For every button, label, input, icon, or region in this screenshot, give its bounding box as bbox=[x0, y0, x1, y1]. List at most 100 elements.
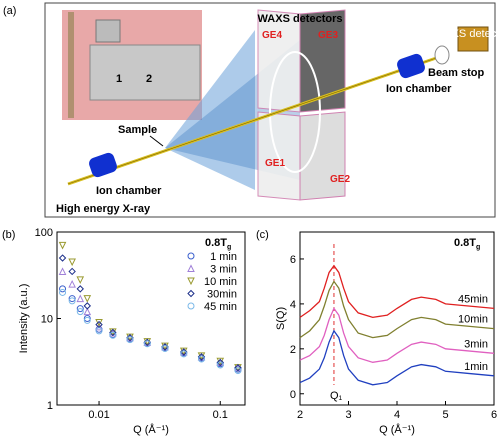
point bbox=[95, 327, 103, 335]
beam-stop-label: Beam stop bbox=[428, 67, 485, 79]
point bbox=[187, 264, 195, 272]
line bbox=[299, 307, 495, 363]
point bbox=[180, 348, 188, 356]
ion-chamber bbox=[89, 152, 117, 178]
point bbox=[68, 279, 76, 288]
point bbox=[83, 307, 92, 316]
waxs-label: WAXS detectors bbox=[258, 13, 343, 25]
point bbox=[109, 331, 117, 339]
point bbox=[76, 294, 85, 303]
point bbox=[59, 285, 67, 293]
x-axis-label: Q (Å⁻¹) bbox=[379, 423, 415, 436]
spring bbox=[95, 19, 121, 43]
legend-title-sub: g bbox=[227, 244, 231, 251]
legend-title-main: 0.8T bbox=[205, 237, 227, 249]
point bbox=[197, 353, 206, 361]
ion-chamber bbox=[397, 53, 425, 79]
point bbox=[187, 277, 195, 286]
detector-label: GE3 bbox=[318, 30, 338, 41]
y-tick-label: 1 bbox=[47, 400, 53, 412]
point bbox=[76, 305, 84, 313]
y-axis-label: S(Q) bbox=[275, 307, 287, 330]
scatter-cone bbox=[165, 30, 255, 190]
reference-label: Q₁ bbox=[330, 390, 343, 402]
line bbox=[299, 280, 495, 339]
xray-label: High energy X-ray bbox=[56, 203, 151, 215]
point bbox=[58, 254, 67, 262]
sample-label: Sample bbox=[118, 124, 157, 136]
point bbox=[76, 308, 84, 316]
y-tick-label: 2 bbox=[290, 344, 296, 356]
point bbox=[234, 367, 242, 375]
point bbox=[126, 336, 134, 344]
point bbox=[68, 297, 76, 305]
point bbox=[76, 276, 85, 284]
legend-title: 0.8Tg bbox=[454, 237, 480, 251]
point bbox=[180, 350, 188, 358]
detector-label: GE2 bbox=[330, 174, 350, 185]
panel-label: (a) bbox=[3, 5, 16, 17]
legend-label: 45 min bbox=[204, 301, 237, 313]
point bbox=[216, 361, 224, 369]
detector bbox=[299, 111, 346, 201]
legend-label: 30min bbox=[207, 289, 237, 301]
legend-label: 1 min bbox=[210, 251, 237, 263]
ion-label: Ion chamber bbox=[386, 83, 452, 95]
saxs-detector bbox=[457, 26, 489, 52]
saxs-label: SAXS detector bbox=[437, 28, 500, 40]
y-axis-label: Intensity (a.u.) bbox=[18, 284, 30, 354]
point bbox=[161, 344, 169, 352]
point bbox=[68, 267, 76, 276]
y-tick-label: 6 bbox=[290, 254, 296, 266]
legend-title-main: 0.8T bbox=[454, 237, 476, 249]
detector-label: GE1 bbox=[265, 158, 285, 169]
pointer bbox=[149, 135, 164, 147]
series-label: 1min bbox=[464, 361, 488, 373]
point bbox=[109, 328, 117, 337]
series-label: 3min bbox=[464, 338, 488, 350]
point bbox=[68, 295, 76, 303]
legend-title-sub: g bbox=[476, 244, 480, 251]
point bbox=[234, 363, 242, 372]
ion-label: Ion chamber bbox=[96, 185, 162, 197]
panel-label: (b) bbox=[2, 229, 15, 241]
detector bbox=[299, 9, 346, 113]
panel-label: (c) bbox=[256, 229, 269, 241]
point bbox=[58, 241, 67, 250]
point bbox=[216, 358, 224, 367]
point bbox=[68, 258, 76, 267]
ruler-number: 1 bbox=[116, 73, 122, 85]
point bbox=[76, 285, 84, 293]
x-tick-label: 3 bbox=[345, 409, 351, 421]
point bbox=[83, 295, 92, 303]
y-tick-label: 100 bbox=[35, 227, 53, 239]
ring bbox=[269, 51, 321, 173]
x-tick-label: 2 bbox=[297, 409, 303, 421]
point bbox=[187, 302, 195, 310]
x-tick-label: 0.01 bbox=[88, 409, 109, 421]
beam-edge bbox=[67, 54, 446, 185]
point bbox=[95, 318, 103, 327]
point bbox=[187, 289, 195, 298]
ruler bbox=[89, 44, 201, 101]
ruler-number: 2 bbox=[146, 73, 152, 85]
point bbox=[83, 316, 91, 324]
series-label: 10min bbox=[458, 314, 488, 326]
detector bbox=[257, 9, 301, 113]
point bbox=[58, 267, 67, 275]
beam-stop bbox=[434, 45, 450, 65]
y-tick-label: 4 bbox=[290, 299, 296, 311]
rod bbox=[68, 12, 74, 118]
point bbox=[83, 315, 91, 322]
line bbox=[299, 329, 495, 386]
point bbox=[143, 340, 151, 348]
point bbox=[83, 302, 91, 310]
line bbox=[299, 264, 495, 319]
series-label: 45min bbox=[458, 293, 488, 305]
point bbox=[126, 333, 134, 342]
x-axis-label: Q (Å⁻¹) bbox=[133, 423, 169, 436]
point bbox=[59, 288, 67, 296]
legend-label: 10 min bbox=[204, 276, 237, 288]
point bbox=[187, 252, 195, 260]
